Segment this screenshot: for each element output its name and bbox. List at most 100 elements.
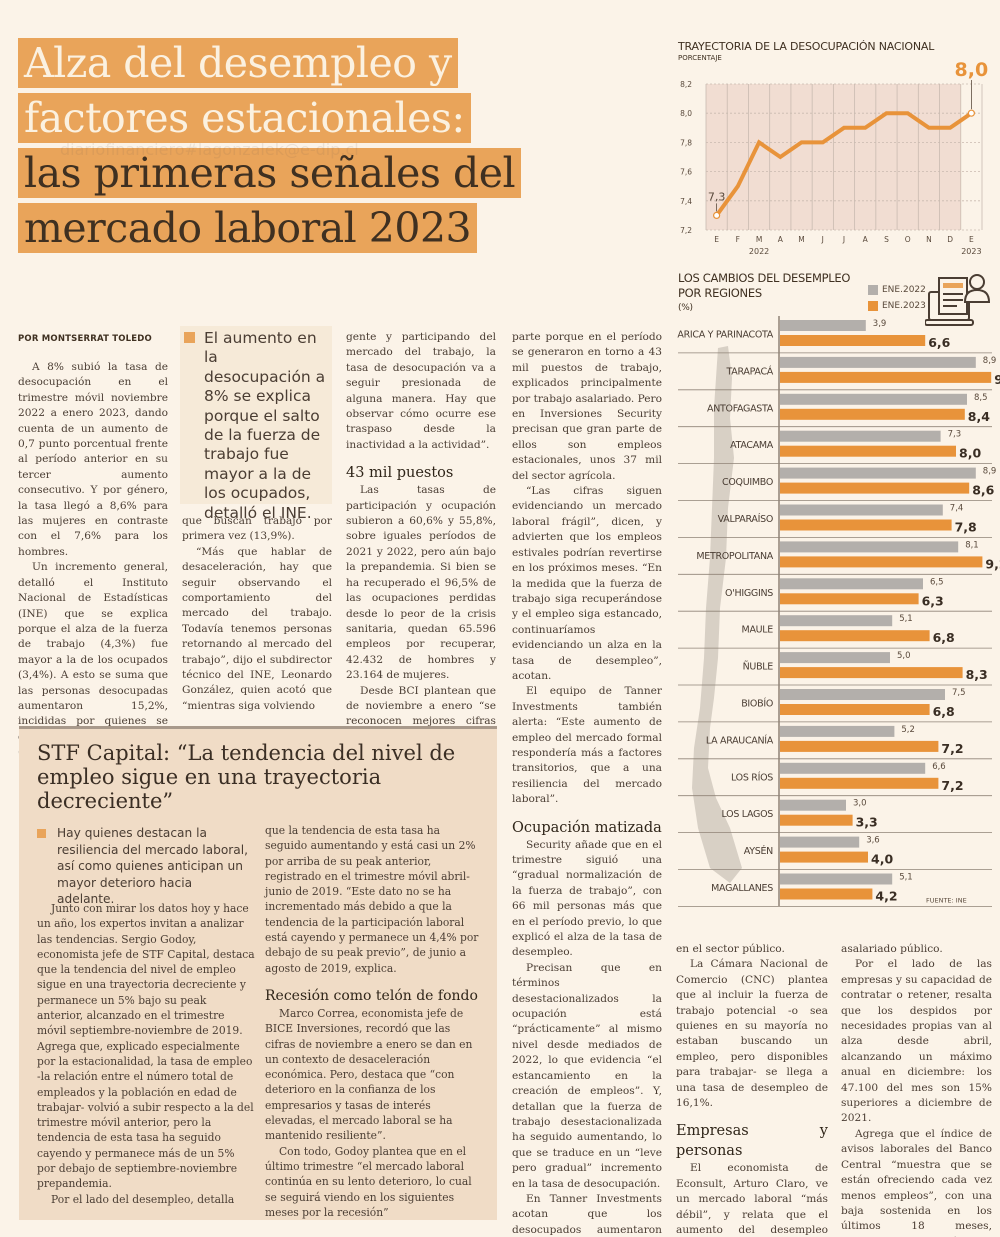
bullet-square-icon — [184, 332, 195, 343]
value-label-2023: 6,8 — [933, 630, 955, 645]
year-label: 2023 — [961, 247, 981, 256]
x-tick-label: A — [863, 235, 869, 244]
bar-2022 — [780, 836, 860, 848]
headline-line-2: factores estacionales: — [18, 93, 471, 143]
value-label-2023: 4,2 — [875, 889, 897, 904]
bar-2022 — [780, 541, 959, 553]
value-label-2022: 7,5 — [952, 688, 966, 698]
bar-2023 — [780, 593, 919, 605]
region-label: METROPOLITANA — [696, 551, 773, 562]
document-person-icon — [925, 274, 991, 326]
region-label: ÑUBLE — [743, 662, 774, 673]
value-label-2023: 6,3 — [922, 593, 944, 608]
paragraph: asalariado público. — [841, 943, 943, 955]
bar-2023 — [780, 740, 939, 752]
subheading: Empresas y personas — [676, 1123, 828, 1160]
bar-2023 — [780, 519, 952, 531]
pull-quote: El aumento en la desocupación a 8% se ex… — [180, 326, 332, 522]
bar-2022 — [780, 615, 893, 627]
region-label: MAGALLANES — [711, 883, 773, 894]
value-label-2022: 3,9 — [873, 319, 887, 329]
article-column-6: asalariado público. Por el lado de las e… — [841, 942, 992, 1237]
value-label-2023: 7,2 — [941, 778, 963, 793]
paragraph: El economista de Econsult, Arturo Claro,… — [676, 1162, 828, 1237]
value-label-2022: 5,1 — [899, 614, 913, 624]
chart-title: TRAYECTORIA DE LA DESOCUPACIÓN NACIONAL — [678, 40, 935, 53]
region-label: LOS LAGOS — [722, 809, 774, 820]
region-label: ARICA Y PARINACOTA — [677, 329, 773, 340]
paragraph: gente y participando del mercado del tra… — [346, 331, 496, 451]
x-tick-label: F — [736, 235, 740, 244]
sidebar-deck: Hay quienes destacan la resiliencia del … — [57, 826, 249, 906]
article-column-5: en el sector público. La Cámara Nacional… — [676, 942, 828, 1237]
sidebar-column-2: que la tendencia de esta tasa ha seguido… — [265, 823, 481, 1220]
bar-2022 — [780, 467, 976, 479]
bar-2023 — [780, 482, 970, 494]
year-label: 2022 — [749, 247, 769, 256]
bar-2023 — [780, 408, 965, 420]
paragraph: En Tanner Investments acotan que los des… — [512, 1192, 662, 1236]
y-tick-label: 8,2 — [680, 80, 692, 89]
chart-subtitle: PORCENTAJE — [678, 54, 722, 62]
y-tick-label: 7,4 — [680, 197, 692, 206]
chart-unit: (%) — [678, 303, 693, 313]
value-label-2022: 5,0 — [897, 651, 911, 661]
value-label-2023: 9,6 — [994, 372, 1000, 387]
bar-2023 — [780, 777, 939, 789]
sidebar-title: STF Capital: “La tendencia del nivel de … — [37, 741, 456, 813]
bar-2023 — [780, 888, 873, 900]
value-label-2022: 6,6 — [932, 762, 946, 772]
bar-2022 — [780, 320, 866, 331]
region-label: MAULE — [742, 625, 774, 636]
x-tick-label: M — [798, 235, 804, 244]
region-label: AYSÉN — [744, 845, 773, 857]
value-label-2022: 8,9 — [983, 467, 997, 477]
data-point-marker — [967, 109, 975, 117]
article-column-1: A 8% subió la tasa de desocupación en el… — [18, 360, 168, 761]
paragraph: Agrega que el índice de avisos laborales… — [841, 1127, 992, 1237]
bar-2022 — [780, 356, 976, 368]
value-label-2023: 7,8 — [955, 520, 977, 535]
paragraph: Precisan que en términos desestacionaliz… — [512, 961, 662, 1190]
y-tick-label: 8,0 — [680, 109, 692, 118]
bar-2022 — [780, 652, 890, 664]
y-tick-label: 7,6 — [680, 168, 692, 177]
value-label-2023: 9,2 — [985, 556, 1000, 571]
value-label-2022: 6,5 — [930, 577, 944, 587]
legend-label: ENE.2022 — [882, 285, 926, 295]
chile-map-silhouette — [692, 346, 742, 883]
bar-2022 — [780, 578, 923, 590]
article-column-4: parte porque en el período se generaron … — [512, 330, 662, 1237]
article-column-2: que buscan trabajo por primera vez (13,9… — [182, 514, 332, 714]
paragraph: La Cámara Nacional de Comercio (CNC) pla… — [676, 958, 828, 1110]
x-tick-label: E — [714, 235, 719, 244]
line-chart-national-unemployment: TRAYECTORIA DE LA DESOCUPACIÓN NACIONAL … — [670, 36, 1000, 261]
x-tick-label: M — [756, 235, 762, 244]
paragraph: Marco Correa, economista jefe de BICE In… — [265, 1006, 473, 1143]
bar-chart-regions: LOS CAMBIOS DEL DESEMPLEO POR REGIONES (… — [670, 268, 1000, 918]
chart-title-text: LOS CAMBIOS DEL DESEMPLEO POR REGIONES — [678, 271, 851, 300]
value-label-2023: 8,3 — [966, 667, 988, 682]
paragraph: Con todo, Godoy plantea que en el último… — [265, 1144, 472, 1219]
line-chart-svg: 7,2 7,4 7,6 7,8 8,0 8,2 E F M A M J J A S O N D E 2022 2023 7… — [680, 59, 988, 256]
region-label: VALPARAÍSO — [718, 513, 773, 525]
headline-line-1: Alza del desempleo y — [18, 38, 458, 88]
region-label: COQUIMBO — [722, 477, 773, 488]
value-label-2023: 8,4 — [968, 409, 990, 424]
region-label: O'HIGGINS — [725, 588, 773, 599]
value-label-2022: 7,4 — [950, 504, 964, 514]
value-label-2023: 8,6 — [972, 483, 994, 498]
x-tick-label: J — [842, 235, 845, 244]
bar-2023 — [780, 851, 868, 863]
bar-2023 — [780, 667, 963, 679]
x-tick-label: J — [821, 235, 824, 244]
value-label-2023: 3,3 — [856, 815, 878, 830]
legend-label: ENE.2023 — [882, 301, 926, 311]
bar-2023 — [780, 704, 930, 715]
annotation-label: 7,3 — [708, 190, 726, 203]
bar-2022 — [780, 873, 893, 885]
sidebar-column-1: Junto con mirar los datos hoy y hace un … — [37, 901, 255, 1207]
region-label: ATACAMA — [730, 440, 774, 451]
paragraph: “Las cifras siguen evidenciando un merca… — [512, 485, 662, 682]
bar-2023 — [780, 371, 992, 383]
